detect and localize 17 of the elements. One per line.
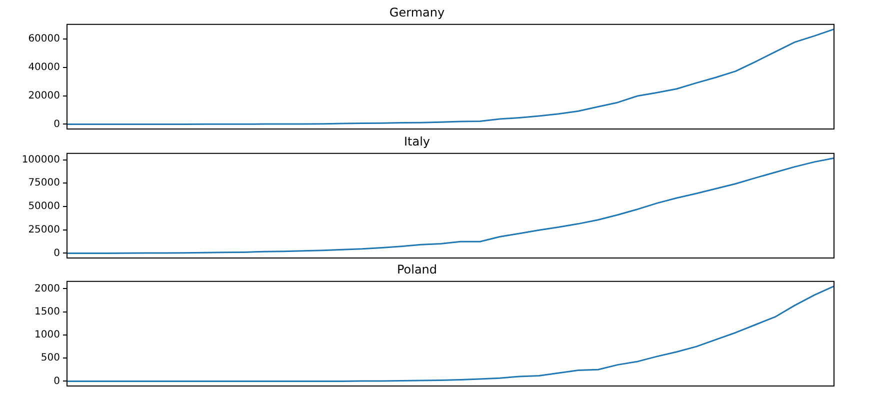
chart-title: Poland: [396, 262, 438, 276]
y-tick-label: 0: [54, 118, 60, 130]
y-tick-label: 1500: [34, 306, 60, 318]
y-tick-label: 100000: [22, 154, 60, 166]
y-tick-label: 75000: [28, 178, 60, 189]
y-tick-label: 50000: [28, 201, 60, 212]
y-tick-label: 20000: [28, 90, 60, 102]
y-tick-label: 40000: [28, 62, 60, 73]
y-tick-label: 25000: [28, 224, 60, 236]
y-tick-label: 0: [54, 248, 60, 259]
y-tick-label: 1000: [34, 330, 60, 341]
chart-title: Italy: [404, 134, 430, 148]
y-tick-label: 60000: [28, 34, 60, 45]
chart-title: Germany: [389, 5, 445, 20]
y-tick-label: 2000: [34, 283, 60, 294]
y-tick-label: 500: [40, 352, 60, 364]
y-tick-label: 0: [54, 376, 60, 387]
